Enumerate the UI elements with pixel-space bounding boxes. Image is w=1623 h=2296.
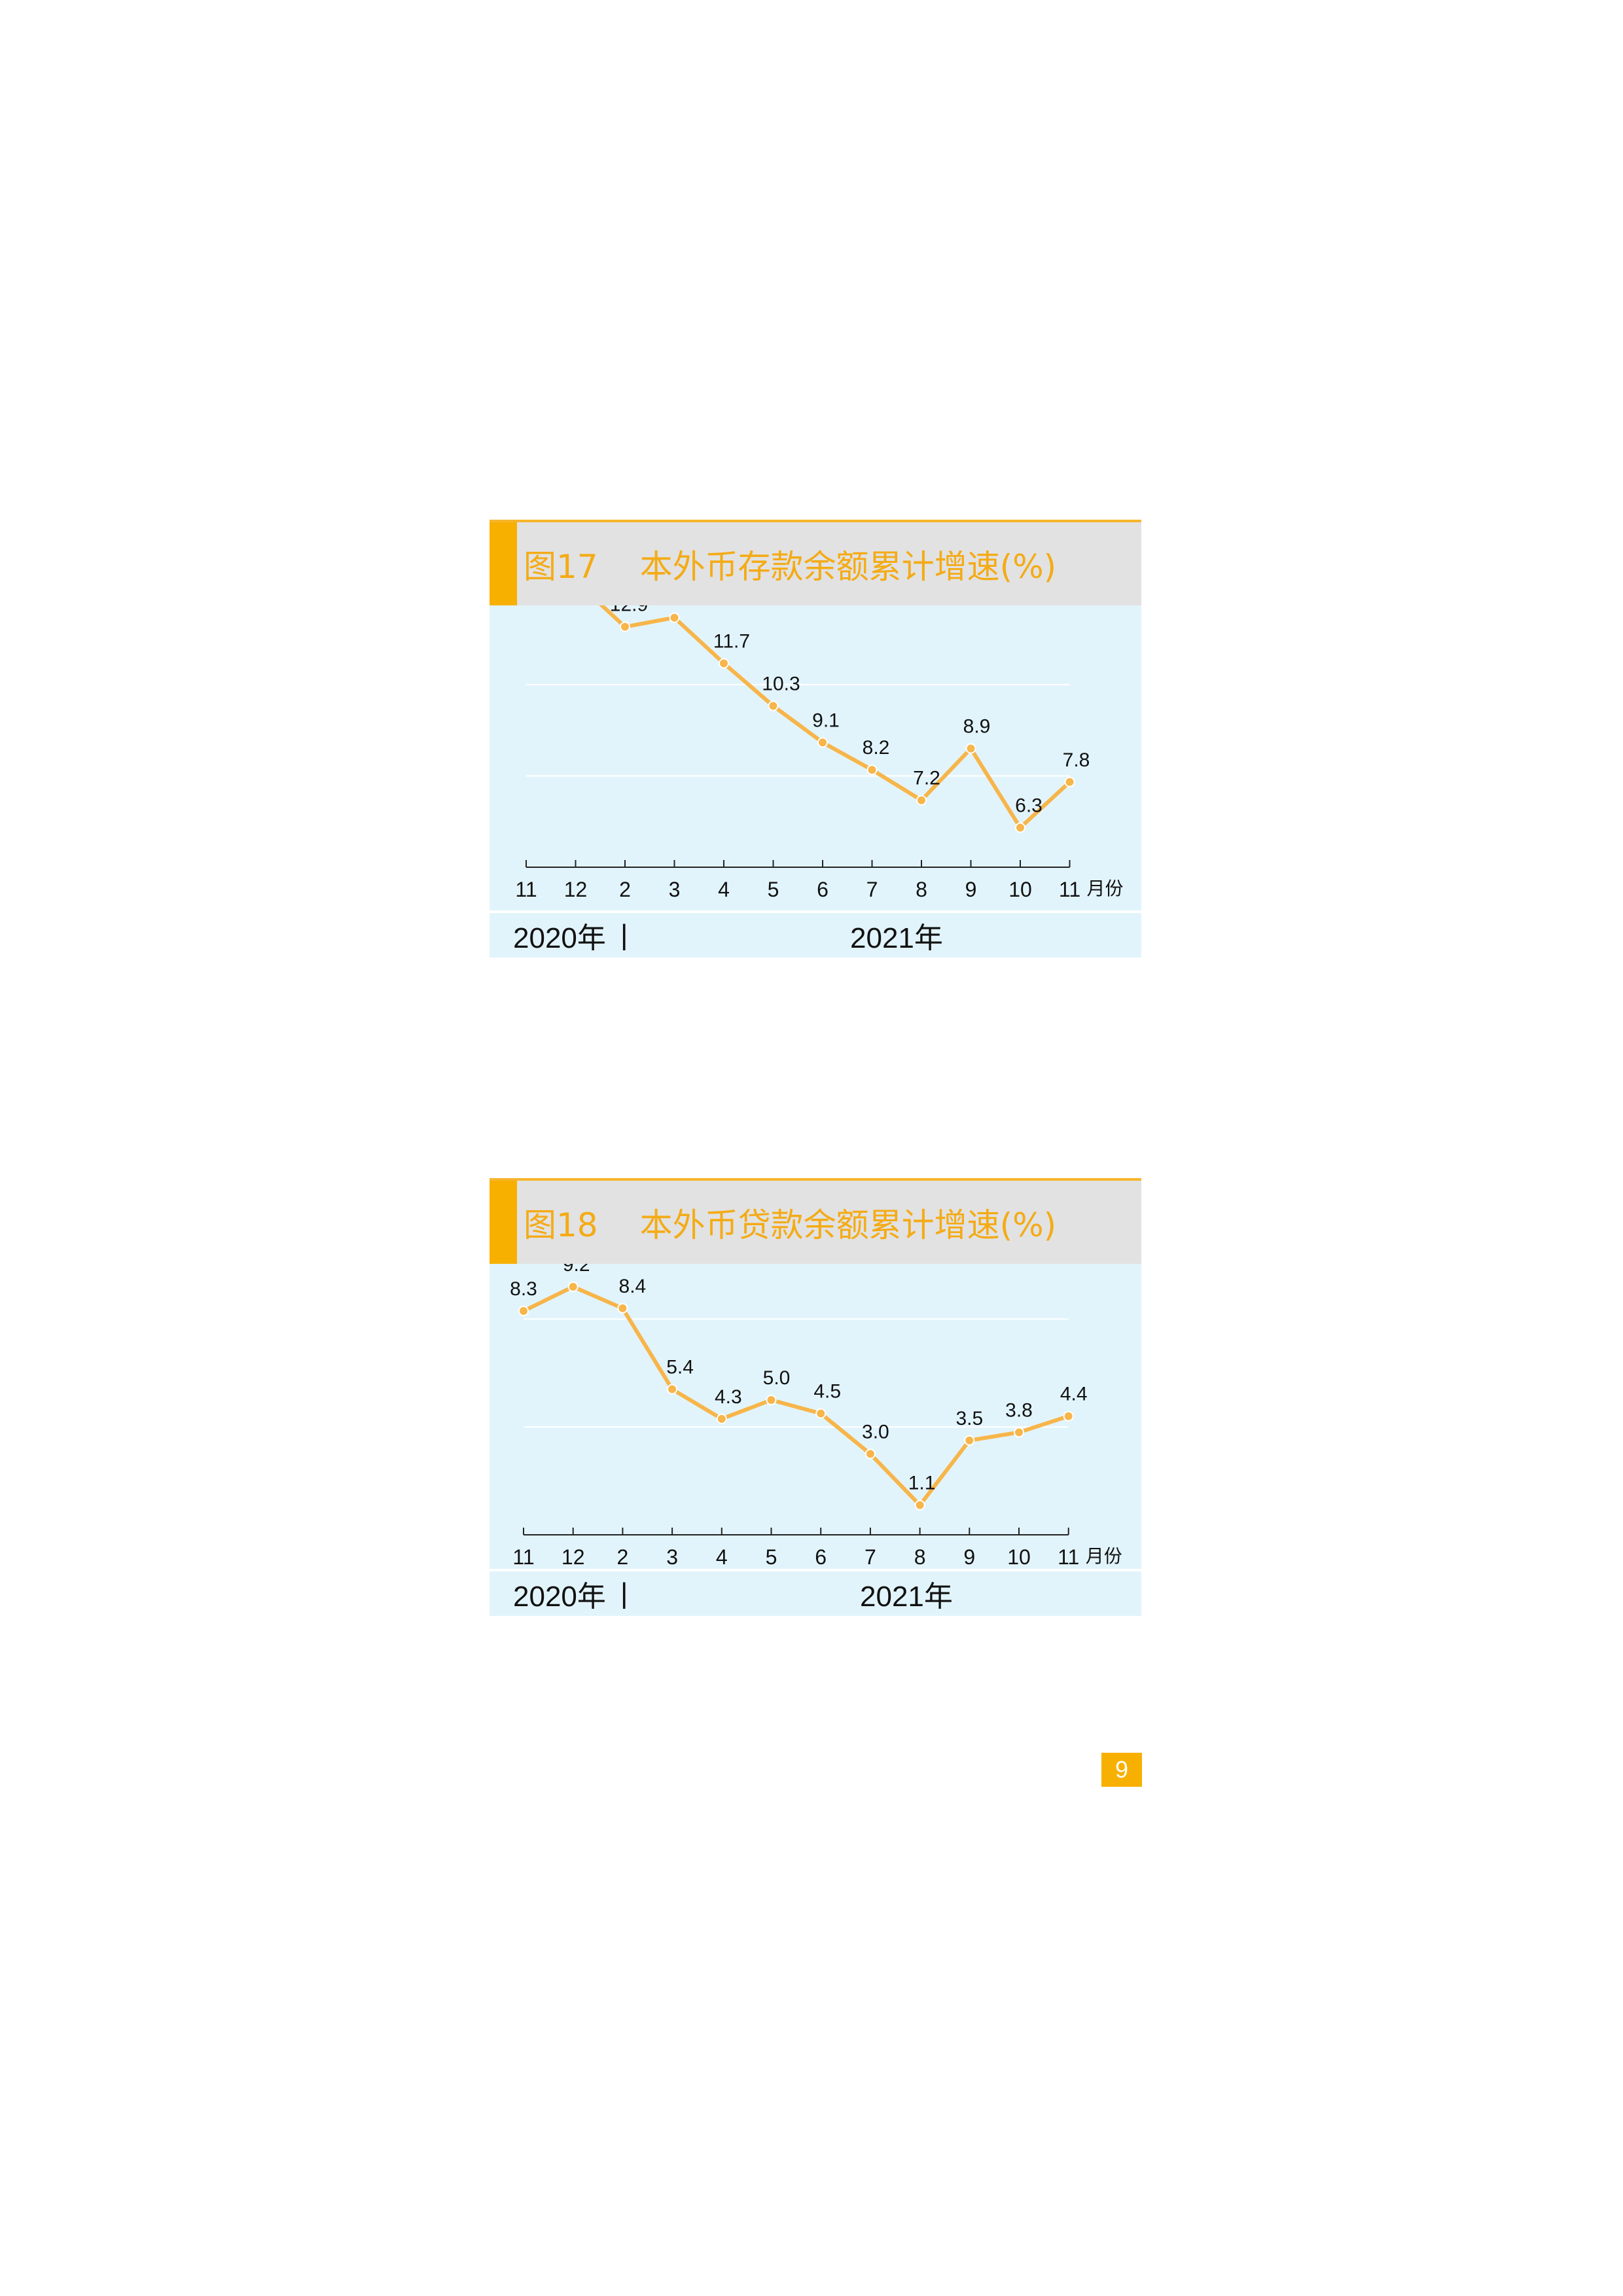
data-label: 12.9 bbox=[610, 605, 648, 616]
year-2020-label: 2020年 bbox=[513, 922, 606, 954]
x-tick-label: 11 bbox=[1058, 1545, 1079, 1569]
x-tick-label: 7 bbox=[866, 878, 878, 901]
line-chart: 1112234567891011月份14.814.412.913.211.710… bbox=[515, 605, 1124, 901]
data-label: 11.7 bbox=[713, 630, 750, 652]
x-tick-label: 4 bbox=[718, 878, 730, 901]
data-label: 5.0 bbox=[763, 1367, 791, 1389]
x-tick-label: 3 bbox=[666, 1545, 678, 1569]
x-tick-label: 5 bbox=[768, 878, 779, 901]
x-tick-label: 7 bbox=[865, 1545, 876, 1569]
data-label: 8.9 bbox=[963, 716, 991, 738]
figure-number: 图17 bbox=[524, 547, 598, 586]
data-label: 8.4 bbox=[619, 1276, 647, 1297]
data-point bbox=[768, 700, 779, 711]
data-point bbox=[1014, 1427, 1024, 1438]
data-label: 8.2 bbox=[863, 737, 890, 759]
year-separator: | bbox=[620, 1577, 628, 1609]
x-tick-label: 11 bbox=[512, 1545, 534, 1569]
data-label: 1.1 bbox=[908, 1473, 936, 1494]
x-tick-label: 12 bbox=[564, 878, 588, 901]
data-point bbox=[866, 764, 878, 776]
x-tick-label: 8 bbox=[914, 1545, 926, 1569]
chart-header: 图18 本外币贷款余额累计增速(%) bbox=[490, 1178, 1141, 1264]
chart-title: 图17 本外币存款余额累计增速(%) bbox=[524, 522, 1056, 605]
year-row: 2020年 | 2021年 bbox=[490, 913, 1141, 958]
x-tick-label: 11 bbox=[1059, 878, 1080, 901]
data-point bbox=[865, 1448, 876, 1460]
header-accent-bar bbox=[490, 1181, 517, 1264]
plot-area: 1112234567891011月份14.814.412.913.211.710… bbox=[490, 605, 1141, 910]
data-label: 9.2 bbox=[563, 1264, 590, 1276]
line-chart: 11 12 2 3 4 5 6 7 8 9 10 11 月份 8.3 9.2 8.4 5.4 4.3 5.0 4.5 3… bbox=[510, 1264, 1122, 1569]
series-line bbox=[599, 605, 1072, 830]
year-2020-label: 2020年 bbox=[513, 1581, 606, 1613]
header-accent-bar bbox=[490, 522, 517, 605]
data-label: 4.5 bbox=[813, 1381, 841, 1403]
chart-title-text: 本外币贷款余额累计增速(%) bbox=[639, 1206, 1057, 1244]
data-label: 3.5 bbox=[955, 1408, 983, 1429]
data-point bbox=[766, 1395, 777, 1405]
x-tick-label: 10 bbox=[1008, 878, 1032, 901]
data-point bbox=[719, 658, 729, 669]
x-tick-label: 5 bbox=[766, 1545, 777, 1569]
x-tick-label: 9 bbox=[963, 1545, 975, 1569]
page-number: 9 bbox=[1101, 1753, 1142, 1787]
x-axis-unit: 月份 bbox=[1087, 878, 1124, 899]
figure-number: 图18 bbox=[524, 1206, 598, 1244]
x-tick-label: 12 bbox=[562, 1545, 585, 1569]
data-point bbox=[617, 1302, 628, 1314]
data-point bbox=[916, 795, 927, 806]
data-label: 10.3 bbox=[762, 673, 800, 695]
plot-area: 11 12 2 3 4 5 6 7 8 9 10 11 月份 8.3 9.2 8.4 5.4 4.3 5.0 4.5 3… bbox=[490, 1264, 1141, 1569]
data-point bbox=[964, 1435, 975, 1446]
year-row: 2020年 | 2021年 bbox=[490, 1571, 1141, 1616]
chart-title: 图18 本外币贷款余额累计增速(%) bbox=[524, 1181, 1056, 1264]
series-line bbox=[522, 1284, 1071, 1507]
data-point bbox=[815, 1408, 827, 1419]
chart-header: 图17 本外币存款余额累计增速(%) bbox=[490, 520, 1141, 605]
data-point bbox=[518, 1306, 529, 1317]
x-tick-label: 11 bbox=[515, 878, 537, 901]
x-tick-label: 10 bbox=[1007, 1545, 1031, 1569]
data-point bbox=[1015, 822, 1026, 833]
data-label: 9.1 bbox=[812, 709, 840, 731]
data-label: 4.3 bbox=[715, 1386, 742, 1408]
data-point bbox=[669, 612, 680, 623]
year-2021-label: 2021年 bbox=[850, 922, 943, 954]
x-tick-label: 4 bbox=[716, 1545, 728, 1569]
data-label: 7.2 bbox=[913, 768, 940, 789]
data-point bbox=[1063, 1410, 1074, 1422]
data-label: 4.4 bbox=[1060, 1384, 1088, 1405]
data-point bbox=[567, 1281, 579, 1292]
x-tick-label: 2 bbox=[619, 878, 631, 901]
data-label: 7.8 bbox=[1063, 749, 1090, 771]
x-tick-label: 2 bbox=[617, 1545, 629, 1569]
x-tick-label: 6 bbox=[815, 1545, 827, 1569]
x-tick-label: 8 bbox=[916, 878, 927, 901]
data-point bbox=[620, 621, 630, 632]
x-tick-label: 9 bbox=[965, 878, 977, 901]
data-label: 5.4 bbox=[666, 1357, 694, 1378]
data-point bbox=[716, 1413, 727, 1424]
data-label: 13.2 bbox=[660, 605, 698, 607]
x-tick-label: 6 bbox=[817, 878, 829, 901]
data-label: 6.3 bbox=[1015, 795, 1043, 817]
data-point bbox=[1064, 776, 1075, 787]
data-point bbox=[965, 743, 976, 754]
data-point bbox=[914, 1499, 925, 1511]
year-2021-label: 2021年 bbox=[860, 1581, 953, 1613]
data-label: 3.0 bbox=[862, 1421, 889, 1443]
data-label: 8.3 bbox=[510, 1278, 537, 1300]
data-label: 3.8 bbox=[1005, 1399, 1033, 1421]
data-point bbox=[667, 1384, 678, 1395]
chart-title-text: 本外币存款余额累计增速(%) bbox=[639, 547, 1057, 586]
x-tick-label: 3 bbox=[669, 878, 681, 901]
x-axis-unit: 月份 bbox=[1086, 1545, 1122, 1567]
data-point bbox=[817, 737, 828, 748]
year-separator: | bbox=[620, 919, 628, 951]
